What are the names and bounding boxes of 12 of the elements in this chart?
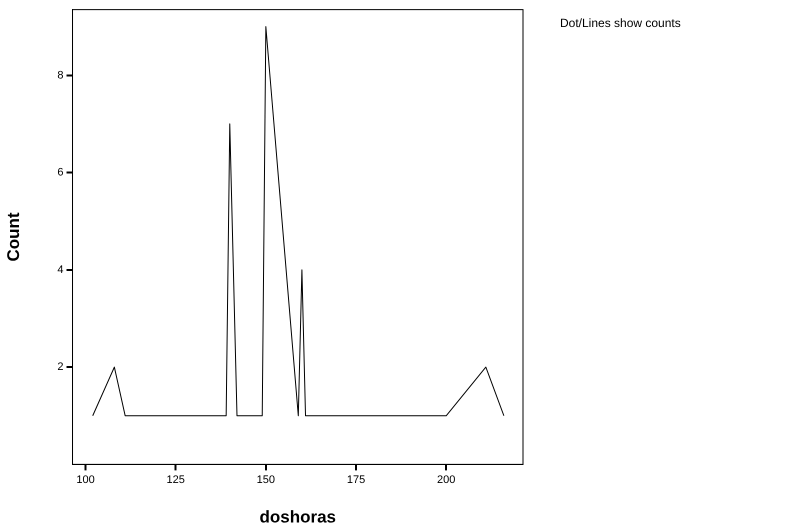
x-tick-label: 200 xyxy=(436,474,456,486)
x-tick-label: 125 xyxy=(166,474,185,486)
x-tick-label: 100 xyxy=(76,474,95,486)
x-axis-title: doshoras xyxy=(259,507,336,526)
x-tick-label: 175 xyxy=(346,474,366,486)
x-tick-label: 150 xyxy=(256,474,276,486)
y-axis-title: Count xyxy=(4,212,23,262)
text: Dot/Lines show counts xyxy=(560,16,681,30)
y-tick-label: 6 xyxy=(57,166,64,179)
y-tick-label: 8 xyxy=(57,69,64,82)
y-tick-label: 2 xyxy=(57,361,64,374)
y-tick-label: 4 xyxy=(57,264,64,276)
